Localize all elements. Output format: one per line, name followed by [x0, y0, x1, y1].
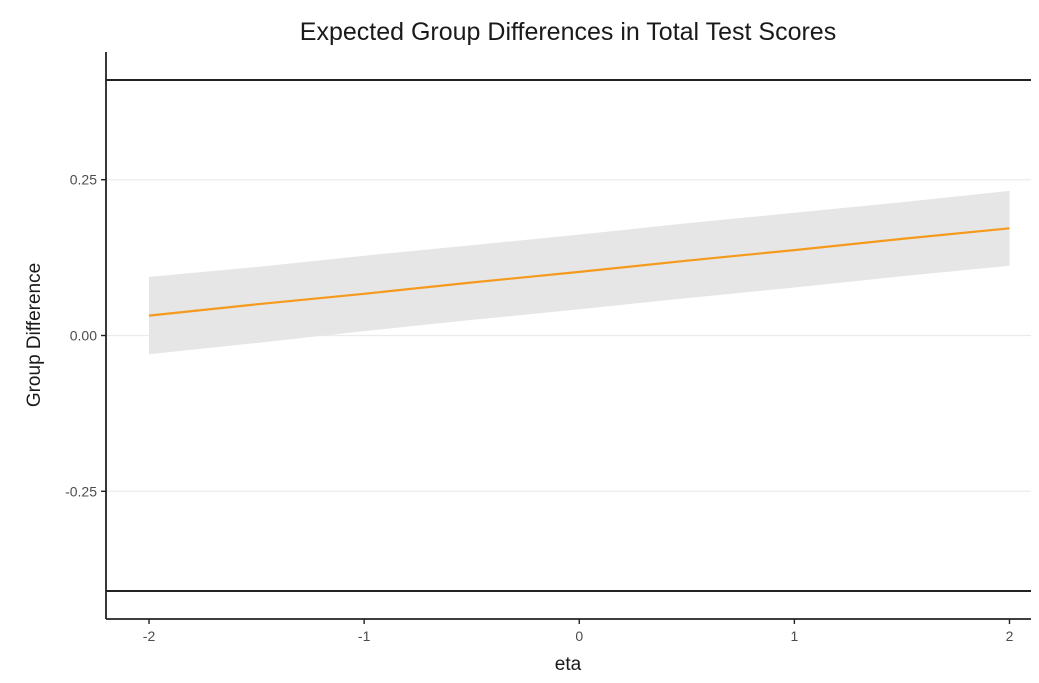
x-tick-label-3: 1 [790, 628, 798, 644]
x-tick-label-4: 2 [1006, 628, 1014, 644]
x-axis-title: eta [555, 654, 582, 675]
y-tick-label-1: 0.00 [70, 328, 97, 344]
line-layer [148, 227, 1010, 317]
chart-title: Expected Group Differences in Total Test… [300, 18, 836, 46]
tick-layer: -0.25 0.00 0.25 -2 -1 0 1 2 [65, 172, 1014, 644]
x-tick-label-1: -1 [358, 628, 371, 644]
y-tick-label-2: 0.25 [70, 172, 97, 188]
y-tick-label-0: -0.25 [65, 483, 97, 499]
y-axis-title: Group Difference [24, 263, 45, 407]
x-tick-label-0: -2 [143, 628, 156, 644]
reference-line-layer [106, 79, 1031, 592]
series-line-0 [148, 227, 1010, 317]
x-tick-label-2: 0 [575, 628, 583, 644]
